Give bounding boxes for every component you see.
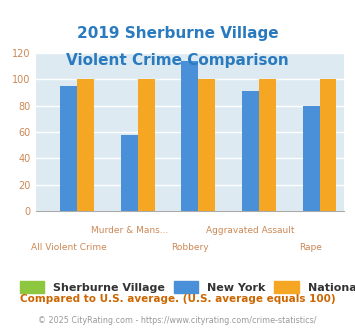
- Bar: [60, 86, 77, 211]
- Text: Violent Crime Comparison: Violent Crime Comparison: [66, 53, 289, 68]
- Bar: [242, 91, 259, 211]
- Bar: [181, 61, 198, 211]
- Text: All Violent Crime: All Violent Crime: [31, 243, 107, 251]
- Text: Rape: Rape: [300, 243, 322, 251]
- Text: © 2025 CityRating.com - https://www.cityrating.com/crime-statistics/: © 2025 CityRating.com - https://www.city…: [38, 316, 317, 325]
- Text: 2019 Sherburne Village: 2019 Sherburne Village: [77, 26, 278, 41]
- Bar: [320, 79, 337, 211]
- Bar: [138, 79, 155, 211]
- Bar: [302, 106, 320, 211]
- Text: Compared to U.S. average. (U.S. average equals 100): Compared to U.S. average. (U.S. average …: [20, 294, 335, 304]
- Legend: Sherburne Village, New York, National: Sherburne Village, New York, National: [15, 277, 355, 297]
- Text: Aggravated Assault: Aggravated Assault: [206, 226, 295, 235]
- Text: Murder & Mans...: Murder & Mans...: [91, 226, 168, 235]
- Bar: [259, 79, 276, 211]
- Bar: [198, 79, 215, 211]
- Bar: [77, 79, 94, 211]
- Text: Robbery: Robbery: [171, 243, 209, 251]
- Bar: [121, 135, 138, 211]
